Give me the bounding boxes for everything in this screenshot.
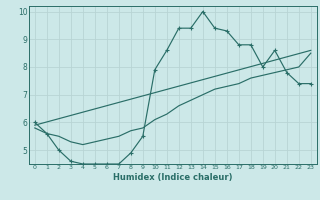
X-axis label: Humidex (Indice chaleur): Humidex (Indice chaleur) [113,173,233,182]
